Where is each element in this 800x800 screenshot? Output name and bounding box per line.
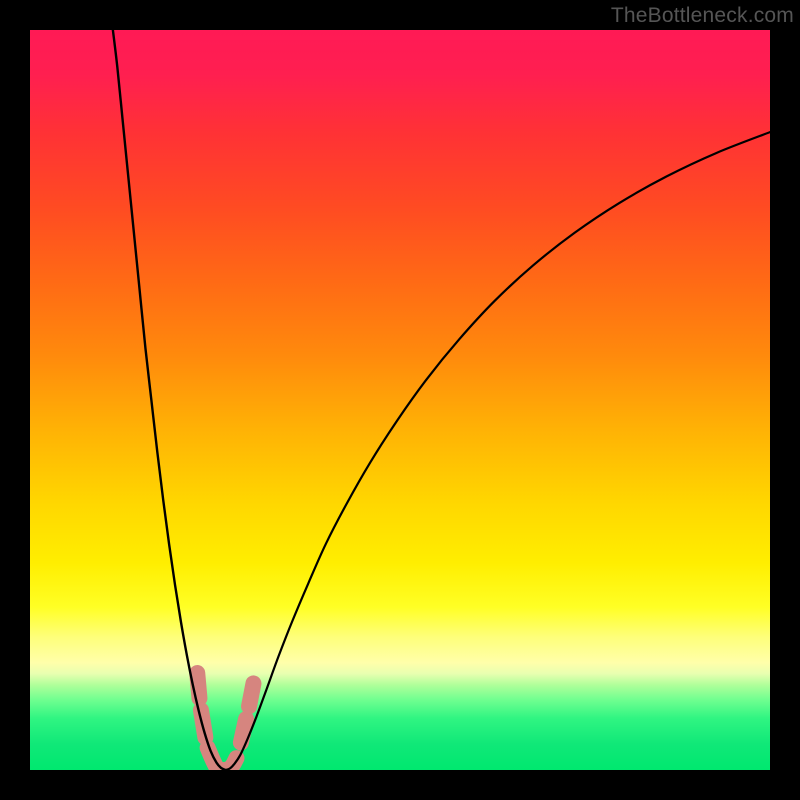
- marker-segment: [249, 683, 253, 706]
- chart-frame: [0, 0, 800, 800]
- watermark-text: TheBottleneck.com: [611, 4, 794, 28]
- bottleneck-chart-svg: [30, 30, 770, 770]
- marker-segment: [197, 673, 199, 698]
- gradient-background: [30, 30, 770, 770]
- marker-segment: [241, 719, 246, 743]
- plot-area: [30, 30, 770, 770]
